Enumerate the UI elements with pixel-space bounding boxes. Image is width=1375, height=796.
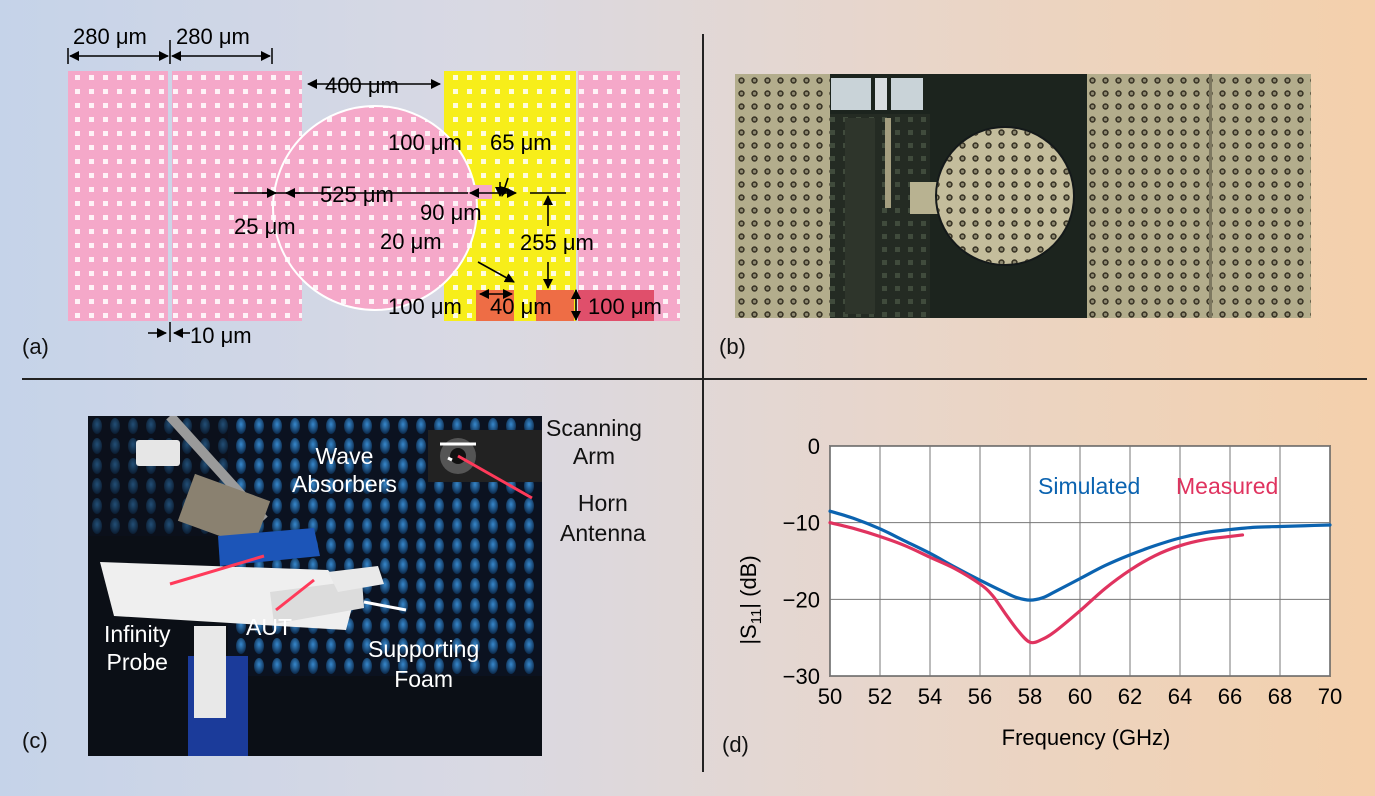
tick-labels: 50 52 54 56 58 60 62 64 66 68 70 0 −10 −20 −30 xyxy=(783,434,1343,709)
x-tick-label: 68 xyxy=(1268,684,1292,709)
legend-measured: Measured xyxy=(1176,473,1278,499)
dim-25: 25 μm xyxy=(234,214,296,239)
dim-10: 10 μm xyxy=(190,323,252,348)
label-infinity-probe: Infinity Probe xyxy=(104,621,171,675)
series-line-simulated xyxy=(828,509,1332,602)
x-tick-label: 56 xyxy=(968,684,992,709)
dim-100-right: 100 μm xyxy=(588,294,662,319)
x-tick-label: 58 xyxy=(1018,684,1042,709)
dim-100-left: 100 μm xyxy=(388,294,462,319)
dim-400: 400 μm xyxy=(325,73,399,98)
horizontal-divider xyxy=(22,378,1367,380)
dim-20: 20 μm xyxy=(380,229,442,254)
x-tick-label: 52 xyxy=(868,684,892,709)
x-tick-label: 64 xyxy=(1168,684,1192,709)
x-tick-label: 50 xyxy=(818,684,842,709)
y-axis-label: |S11| (dB) xyxy=(736,555,765,644)
y-tick-label: −20 xyxy=(783,587,820,612)
panel-label-d: (d) xyxy=(722,732,749,757)
y-tick-label: −30 xyxy=(783,664,820,689)
x-tick-label: 66 xyxy=(1218,684,1242,709)
fabricated-antenna-photo xyxy=(735,74,1311,318)
x-tick-label: 60 xyxy=(1068,684,1092,709)
dim-40: 40 μm xyxy=(490,294,552,319)
y-tick-label: 0 xyxy=(808,434,820,459)
legend-simulated: Simulated xyxy=(1038,473,1140,499)
y-tick-label: −10 xyxy=(783,511,820,536)
bottom-pad-2 xyxy=(536,290,574,321)
panel-label-b: (b) xyxy=(719,334,746,359)
vertical-divider xyxy=(702,34,704,772)
x-tick-label: 54 xyxy=(918,684,942,709)
series-line-measured xyxy=(828,521,1245,645)
antenna-layout-diagram: 280 μm 280 μm 400 μm 100 μm 65 μm 525 μm… xyxy=(67,24,680,348)
s11-chart: 50 52 54 56 58 60 62 64 66 68 70 0 −10 −20 −30 |S11| (… xyxy=(736,434,1343,750)
series-layer xyxy=(828,509,1332,645)
chart-grid xyxy=(829,445,1331,677)
dim-100-top: 100 μm xyxy=(388,130,462,155)
dim-525: 525 μm xyxy=(320,182,394,207)
x-axis-label: Frequency (GHz) xyxy=(1002,725,1171,750)
dim-255: 255 μm xyxy=(520,230,594,255)
x-tick-label: 70 xyxy=(1318,684,1342,709)
measurement-setup-photo xyxy=(88,416,542,756)
label-horn-antenna: Horn Antenna xyxy=(560,490,646,546)
panel-label-a: (a) xyxy=(22,334,49,359)
panel-label-c: (c) xyxy=(22,728,48,753)
bottom-pad-3 xyxy=(578,290,654,321)
x-tick-label: 62 xyxy=(1118,684,1142,709)
dim-90: 90 μm xyxy=(420,200,482,225)
label-scanning-arm: Scanning Arm xyxy=(546,415,642,469)
dim-280-right: 280 μm xyxy=(176,24,250,49)
dim-280-left: 280 μm xyxy=(73,24,147,49)
label-wave-absorbers: Wave Absorbers xyxy=(292,443,397,497)
label-supporting-foam: Supporting Foam xyxy=(368,636,480,692)
feed-stub xyxy=(470,185,492,199)
dim-65: 65 μm xyxy=(490,130,552,155)
label-aut: AUT xyxy=(246,614,292,640)
